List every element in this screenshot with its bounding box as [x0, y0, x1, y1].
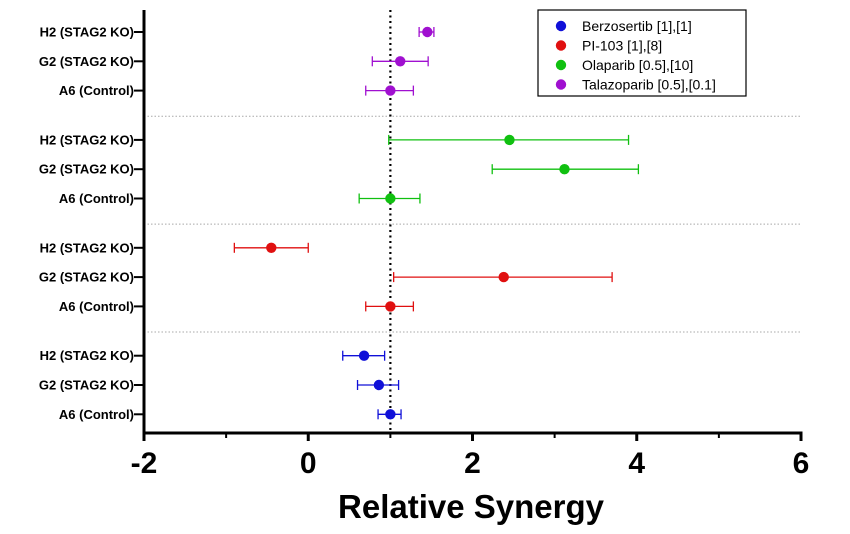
- legend-marker: [555, 20, 567, 32]
- data-marks: [233, 26, 640, 420]
- group-separators: [144, 115, 800, 333]
- point-marker: [385, 301, 396, 312]
- point-marker: [498, 271, 509, 283]
- row-label: H2 (STAG2 KO): [40, 132, 134, 147]
- data-point-talazoparib-1: [371, 56, 429, 67]
- legend-box: [537, 9, 747, 97]
- data-point-berzosertib-2: [377, 409, 402, 420]
- legend-label: Talazoparib [0.5],[0.1]: [582, 77, 716, 93]
- x-tick-label: 6: [793, 447, 810, 480]
- row-label: A6 (Control): [59, 299, 134, 314]
- data-point-berzosertib-1: [356, 379, 400, 391]
- row-label: G2 (STAG2 KO): [39, 162, 134, 177]
- point-marker: [504, 134, 515, 146]
- row-label: A6 (Control): [59, 407, 134, 422]
- row-label: G2 (STAG2 KO): [39, 270, 134, 285]
- legend-marker: [555, 40, 567, 51]
- point-marker: [266, 242, 277, 253]
- x-tick-label: 4: [628, 447, 645, 480]
- legend-label: Olaparib [0.5],[10]: [582, 57, 693, 73]
- legend-label: PI-103 [1],[8]: [582, 38, 662, 54]
- legend-marker: [555, 59, 567, 71]
- data-point-talazoparib-2: [365, 85, 415, 96]
- x-tick-label: 2: [464, 447, 481, 480]
- x-tick-label: -2: [131, 447, 158, 480]
- x-tick-labels: -2 0 2 4 6: [131, 447, 810, 480]
- data-point-pi-103-2: [365, 301, 415, 312]
- row-label: H2 (STAG2 KO): [40, 25, 134, 40]
- point-marker: [385, 193, 396, 204]
- point-marker: [559, 164, 570, 175]
- legend-label: Berzosertib [1],[1]: [582, 18, 692, 34]
- point-marker: [358, 350, 370, 361]
- x-axis-title: Relative Synergy: [338, 488, 605, 525]
- row-label: G2 (STAG2 KO): [39, 378, 134, 393]
- point-marker: [373, 379, 385, 391]
- row-label: H2 (STAG2 KO): [40, 240, 134, 255]
- legend-marker: [555, 79, 567, 90]
- data-point-olaparib-0: [388, 134, 630, 146]
- data-point-pi-103-0: [233, 242, 309, 253]
- data-point-berzosertib-0: [342, 350, 386, 361]
- row-label: H2 (STAG2 KO): [40, 348, 134, 363]
- data-point-pi-103-1: [393, 271, 613, 283]
- point-marker: [422, 26, 433, 38]
- axes: [142, 10, 803, 441]
- row-label: A6 (Control): [59, 191, 134, 206]
- data-point-olaparib-2: [358, 193, 421, 204]
- data-point-olaparib-1: [491, 164, 640, 175]
- y-axis-labels: H2 (STAG2 KO) G2 (STAG2 KO) A6 (Control) H2…: [39, 25, 144, 422]
- row-label: A6 (Control): [59, 83, 134, 98]
- point-marker: [395, 56, 406, 67]
- data-point-talazoparib-0: [418, 26, 435, 38]
- legend: Berzosertib [1],[1] PI-103 [1],[8] Olapari…: [537, 9, 747, 97]
- row-label: G2 (STAG2 KO): [39, 54, 134, 69]
- point-marker: [385, 85, 396, 96]
- x-tick-label: 0: [300, 447, 317, 480]
- point-marker: [385, 409, 396, 420]
